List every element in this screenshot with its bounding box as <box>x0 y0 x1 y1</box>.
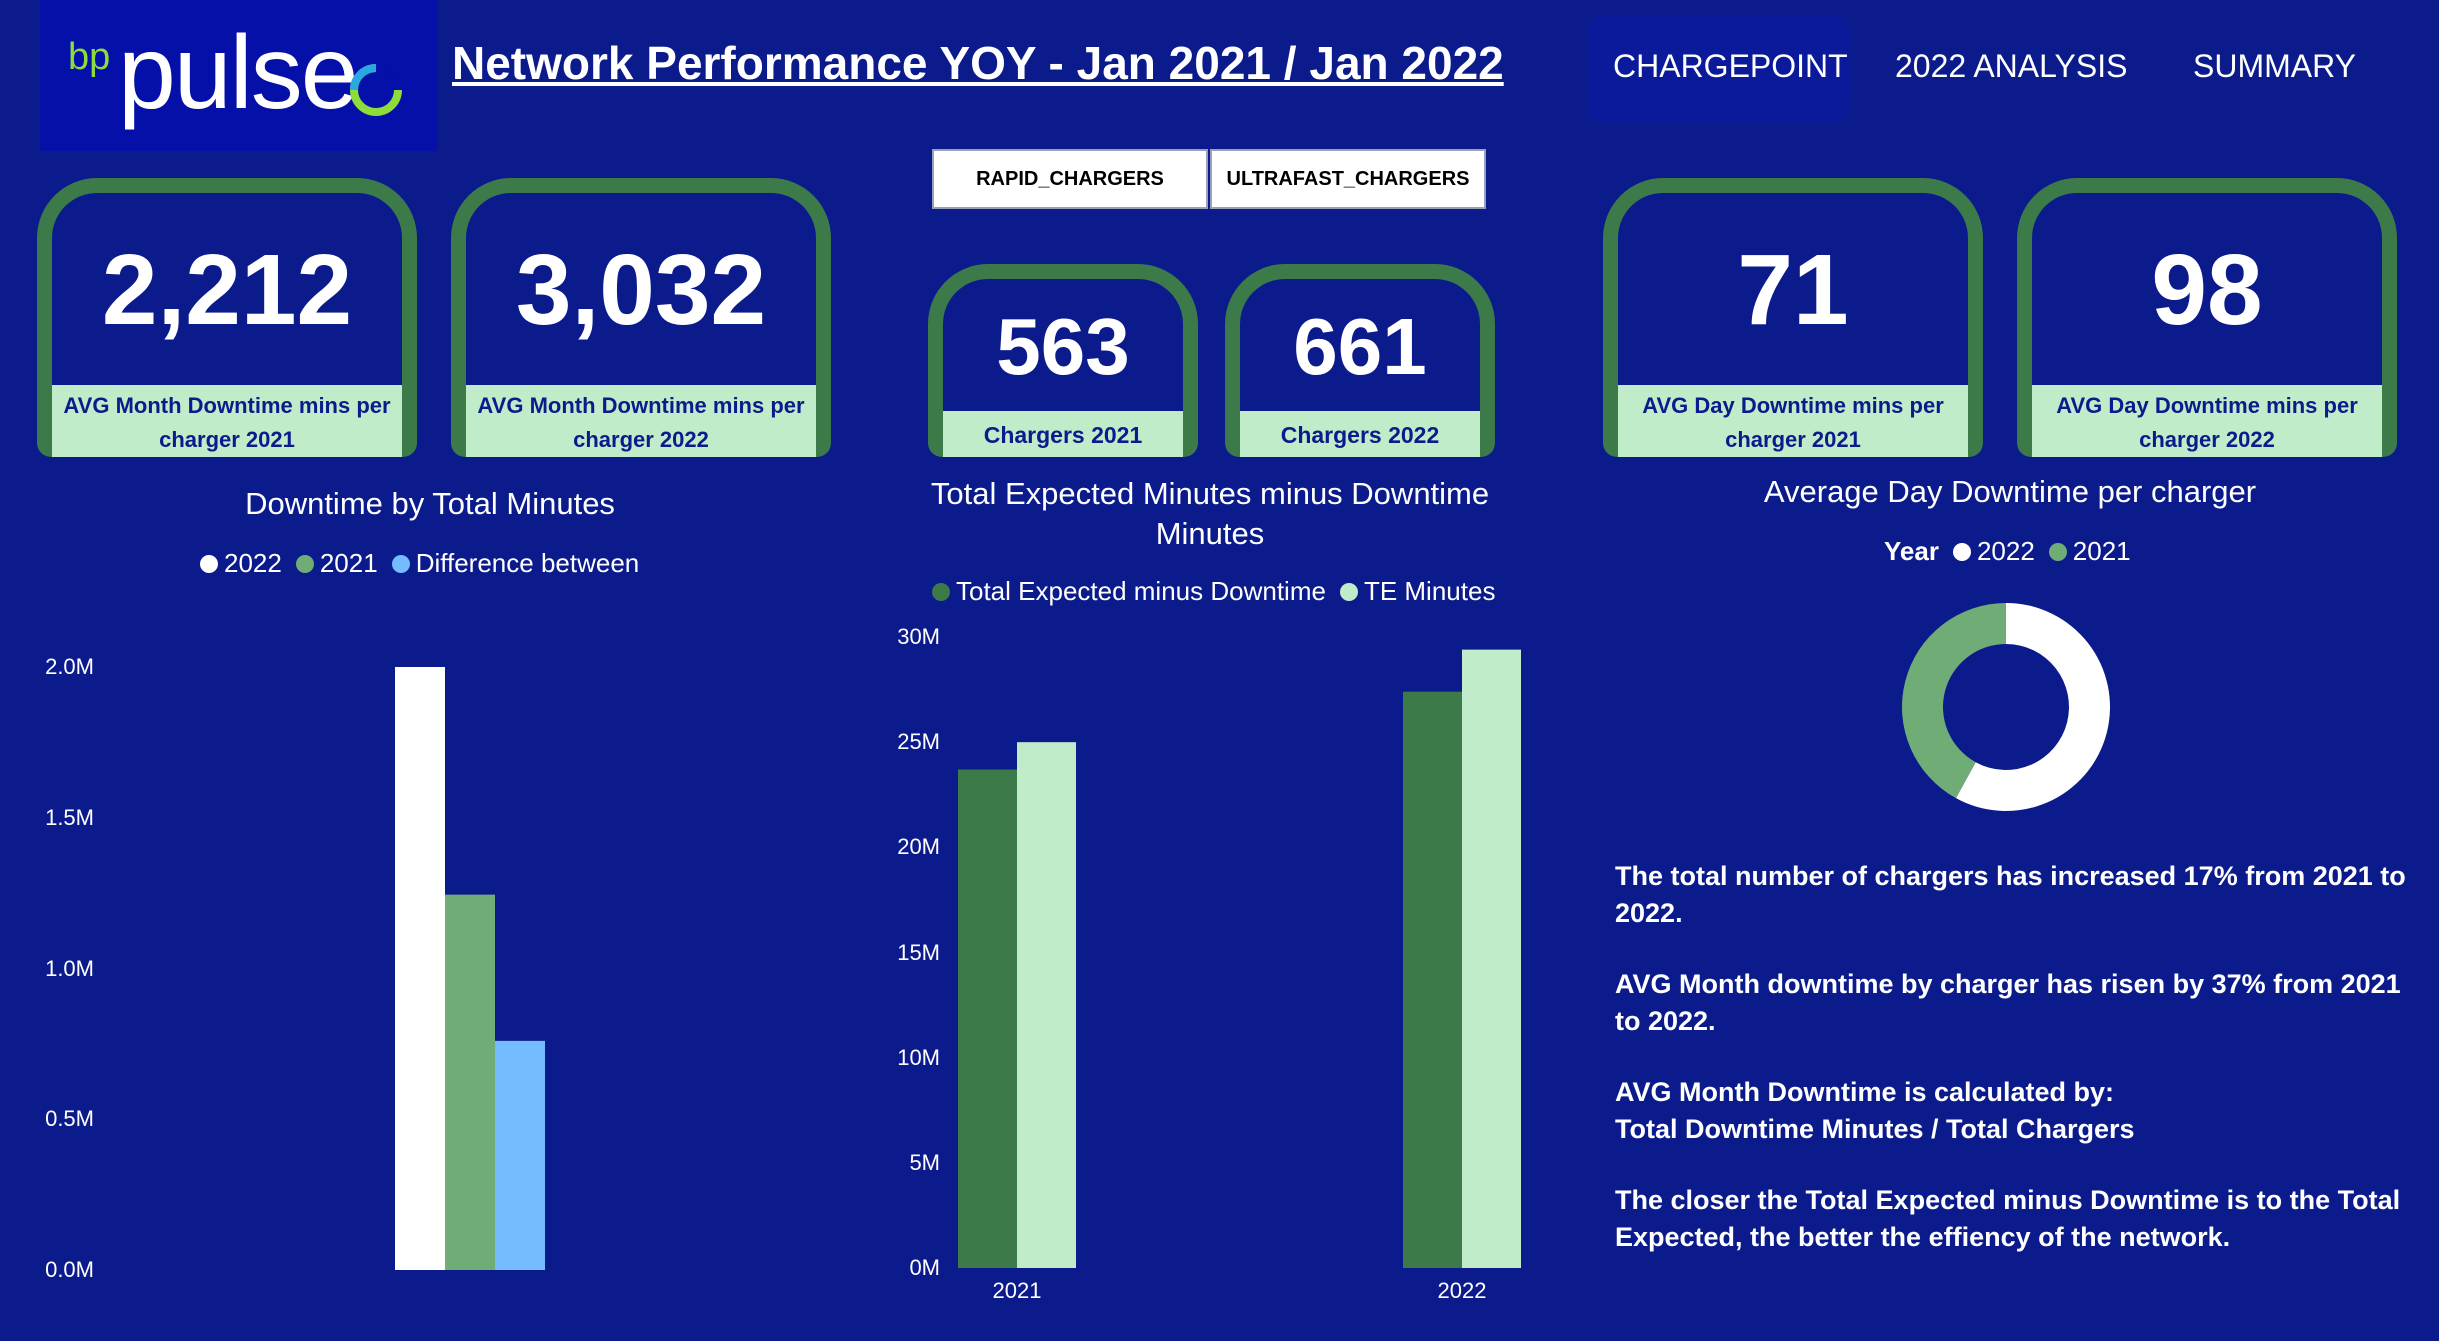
legend-dot-difference <box>391 554 410 573</box>
legend-dot-2021 <box>295 554 314 573</box>
y-tick-label: 1.5M <box>45 804 94 830</box>
kpi-label: AVG Day Downtime mins per charger 2022 <box>2032 385 2382 457</box>
kpi-card-chargers-2022: 661 Chargers 2022 <box>1225 264 1495 457</box>
y-tick-label: 1.0M <box>45 955 94 981</box>
y-tick-label: 25M <box>897 729 940 755</box>
kpi-card-chargers-2021: 563 Chargers 2021 <box>928 264 1198 457</box>
legend-dot-te-minutes <box>1339 582 1358 601</box>
legend-label-difference: Difference between <box>415 548 640 578</box>
nav-chargepoint-label[interactable]: CHARGEPOINT <box>1613 48 1848 84</box>
legend-label-te-minutes: TE Minutes <box>1363 576 1496 606</box>
kpi-label: AVG Month Downtime mins per charger 2022 <box>466 385 816 457</box>
legend-dot-2022 <box>1952 542 1971 561</box>
donut-slice-2021 <box>1902 603 2006 799</box>
kpi-label: AVG Month Downtime mins per charger 2021 <box>52 385 402 457</box>
chart-expected-title: Total Expected Minutes minus Downtime Mi… <box>930 476 1490 551</box>
chart-expected-legend: Total Expected minus Downtime TE Minutes <box>932 576 1495 607</box>
bar-difference-between <box>495 1040 545 1270</box>
page-title: Network Performance YOY - Jan 2021 / Jan… <box>452 37 1504 89</box>
insight-efficiency: The closer the Total Expected minus Down… <box>1615 1185 2401 1252</box>
legend-title-year: Year <box>1884 536 1939 566</box>
legend-dot-2022 <box>200 554 218 573</box>
y-tick-label: 5M <box>909 1149 940 1175</box>
chart-avg-day-title: Average Day Downtime per charger <box>1763 474 2257 509</box>
bar-2022-series-0 <box>1403 691 1462 1268</box>
insight-chargers-increase: The total number of chargers has increas… <box>1615 861 2406 928</box>
bar-2022 <box>395 667 445 1270</box>
y-tick-label: 0M <box>909 1255 940 1280</box>
kpi-label: Chargers 2021 <box>943 411 1183 457</box>
y-tick-label: 2.0M <box>45 654 94 679</box>
legend-label-2022: 2022 <box>224 548 282 578</box>
slicer-ultrafast-chargers[interactable]: ULTRAFAST_CHARGERS <box>1210 149 1486 209</box>
pulse-ring-icon <box>350 63 403 116</box>
x-tick-label: 2022 <box>1437 1278 1487 1303</box>
y-tick-label: 0.5M <box>45 1106 94 1132</box>
legend-dot-te-minus-downtime <box>932 582 950 601</box>
insight-calc-heading: AVG Month Downtime is calculated by: <box>1615 1077 2115 1107</box>
y-tick-label: 30M <box>897 624 940 649</box>
kpi-card-month-downtime-2022: 3,032 AVG Month Downtime mins per charge… <box>451 178 831 457</box>
kpi-card-day-downtime-2022: 98 AVG Day Downtime mins per charger 202… <box>2017 178 2397 457</box>
chart-downtime-title: Downtime by Total Minutes <box>245 486 615 521</box>
chart-avg-day-legend: Year 2022 2021 <box>1884 536 2131 567</box>
y-tick-label: 15M <box>897 939 940 965</box>
kpi-label: AVG Day Downtime mins per charger 2021 <box>1618 385 1968 457</box>
kpi-card-month-downtime-2021: 2,212 AVG Month Downtime mins per charge… <box>37 178 417 457</box>
legend-dot-2021 <box>2048 542 2067 561</box>
kpi-value: 3,032 <box>515 234 767 346</box>
slicer-rapid-chargers[interactable]: RAPID_CHARGERS <box>932 149 1208 209</box>
bar-2021-series-1 <box>1017 742 1076 1268</box>
bar-2022-series-1 <box>1462 649 1521 1268</box>
nav-chargepoint-button[interactable] <box>1587 15 1849 123</box>
legend-label-te-minus-downtime: Total Expected minus Downtime <box>956 576 1326 606</box>
y-tick-label: 20M <box>897 834 940 860</box>
chart-downtime-legend: 2022 2021 Difference between <box>200 548 639 579</box>
y-tick-label: 0.0M <box>45 1257 94 1282</box>
x-tick-label: 2021 <box>992 1278 1042 1303</box>
nav-summary-button[interactable]: SUMMARY <box>2193 48 2356 84</box>
kpi-value: 2,212 <box>101 234 353 346</box>
bp-pulse-logo: bp pulse <box>40 0 437 151</box>
kpi-value: 563 <box>996 302 1130 391</box>
insight-calc-formula: Total Downtime Minutes / Total Chargers <box>1615 1114 2135 1144</box>
logo-bp-text: bp <box>68 36 111 78</box>
legend-label-2021: 2021 <box>319 548 378 578</box>
kpi-value: 71 <box>1737 234 1849 346</box>
legend-label-2021: 2021 <box>2072 536 2131 566</box>
kpi-value: 661 <box>1293 302 1427 391</box>
nav-2022-analysis-button[interactable]: 2022 ANALYSIS <box>1895 48 2128 84</box>
bar-2021-series-0 <box>958 769 1017 1268</box>
bar-2021 <box>445 894 495 1270</box>
donut-slice-2022 <box>1955 603 2111 811</box>
kpi-card-day-downtime-2021: 71 AVG Day Downtime mins per charger 202… <box>1603 178 1983 457</box>
kpi-value: 98 <box>2151 234 2263 346</box>
logo-pulse-text: pulse <box>118 15 359 131</box>
insight-downtime-rise: AVG Month downtime by charger has risen … <box>1615 969 2401 1036</box>
legend-label-2022: 2022 <box>1976 536 2035 566</box>
kpi-label: Chargers 2022 <box>1240 411 1480 457</box>
y-tick-label: 10M <box>897 1044 940 1070</box>
